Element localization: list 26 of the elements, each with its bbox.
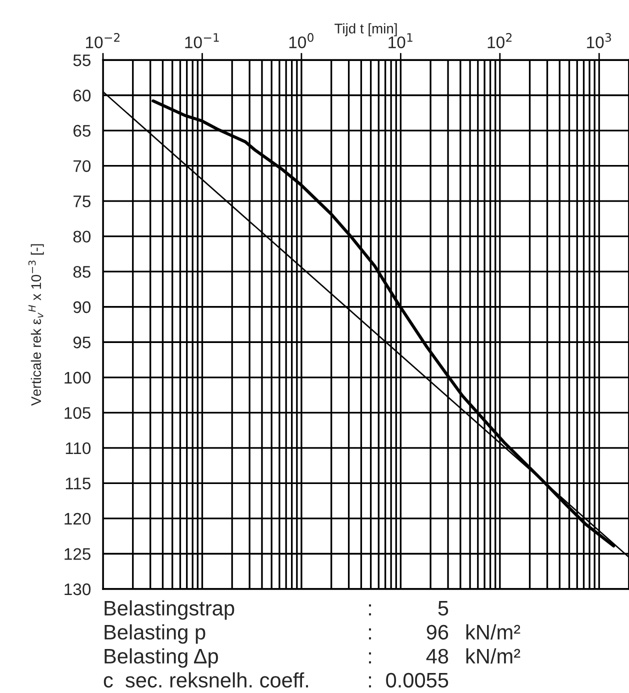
y-tick-label: 120 — [64, 512, 91, 525]
y-tick-label: 110 — [66, 442, 91, 454]
y-axis-title: Verticale rek ε$_{v}$$^{H}$ x 10$^{−3}$ [-] — [28, 244, 44, 406]
x-tick-label: 10$^{3}$ — [587, 33, 611, 48]
y-tick-label: 90 — [73, 301, 91, 314]
text: Belasting p : 96 kN/m² — [104, 624, 520, 644]
x-tick-label: 10$^{0}$ — [289, 33, 314, 48]
y-tick-label: 115 — [66, 478, 90, 490]
y-tick-label: 100 — [64, 372, 91, 384]
x-tick-label: 10$^{−1}$ — [185, 33, 219, 48]
text: Belastingstrap : 5 — [104, 600, 448, 620]
y-tick-label: 70 — [74, 160, 91, 172]
y-tick-label: 80 — [73, 230, 91, 243]
y-tick-label: 95 — [73, 336, 90, 348]
y-tick-label: 130 — [64, 583, 91, 596]
text: Belasting Δp : 48 kN/m² — [104, 648, 520, 668]
x-tick-label: 10$^{−2}$ — [86, 33, 120, 48]
y-tick-label: 125 — [64, 548, 90, 560]
x-tick-label: 10$^{2}$ — [488, 33, 512, 48]
y-tick-label: 65 — [74, 124, 90, 137]
text: c sec. reksnelh. coeff. : 0.0055 — [104, 672, 448, 688]
y-tick-label: 105 — [64, 407, 90, 419]
y-tick-label: 60 — [74, 90, 91, 102]
y-tick-label: 75 — [74, 196, 90, 208]
y-tick-label: 55 — [73, 54, 90, 66]
y-tick-label: 85 — [73, 266, 90, 278]
